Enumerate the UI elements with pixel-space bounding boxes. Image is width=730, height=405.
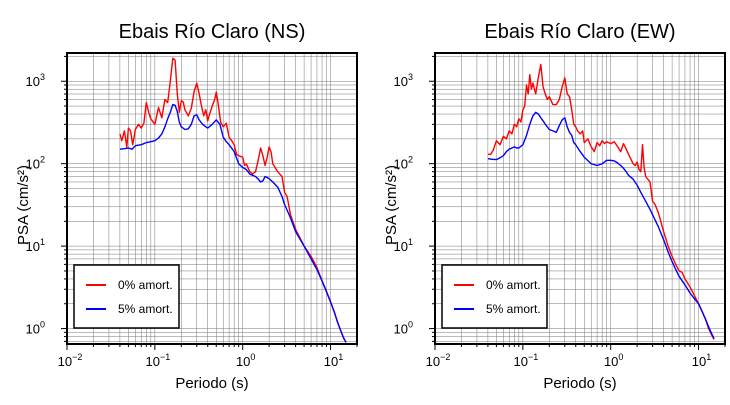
grid [435,53,725,344]
x-tick-label: 101 [692,352,711,369]
y-tick-label: 101 [394,237,413,254]
y-tick-label: 102 [26,155,45,172]
y-tick-label: 101 [26,237,45,254]
chart-panel-ew: Ebais Río Claro (EW) Periodo (s) PSA (cm… [383,21,726,392]
x-tick-label: 101 [324,352,343,369]
y-tick-label: 100 [394,320,413,337]
x-tick-label: 10−2 [58,352,83,369]
legend: 0% amort. 5% amort. [73,264,180,329]
x-tick-label: 100 [236,352,255,369]
chart-title: Ebais Río Claro (EW) [484,21,675,43]
series-line-undamped [119,57,347,343]
legend: 0% amort. 5% amort. [441,264,548,329]
legend-box [73,264,180,329]
series-line-damped [119,103,347,343]
x-tick-label: 10−2 [426,352,451,369]
plot-frame [434,52,726,345]
series-line-damped [487,111,715,339]
legend-label: 5% amort. [118,302,173,316]
legend-label: 5% amort. [486,302,541,316]
x-axis-label: Periodo (s) [175,375,248,392]
y-tick-label: 100 [26,320,45,337]
series-line-undamped [487,63,715,340]
y-axis-label: PSA (cm/s²) [15,165,32,245]
plot-frame [66,52,358,345]
y-tick-label: 102 [394,155,413,172]
x-tick-label: 10−1 [145,352,170,369]
legend-box [441,264,548,329]
y-tick-label: 103 [394,72,413,89]
x-axis-label: Periodo (s) [543,375,616,392]
legend-label: 0% amort. [486,278,541,292]
y-tick-label: 103 [26,72,45,89]
chart-title: Ebais Río Claro (NS) [119,21,306,43]
x-tick-label: 100 [604,352,623,369]
y-axis-label: PSA (cm/s²) [383,165,400,245]
chart-panel-ns: Ebais Río Claro (NS) Periodo (s) PSA (cm… [15,21,358,392]
x-tick-label: 10−1 [513,352,538,369]
legend-label: 0% amort. [118,278,173,292]
